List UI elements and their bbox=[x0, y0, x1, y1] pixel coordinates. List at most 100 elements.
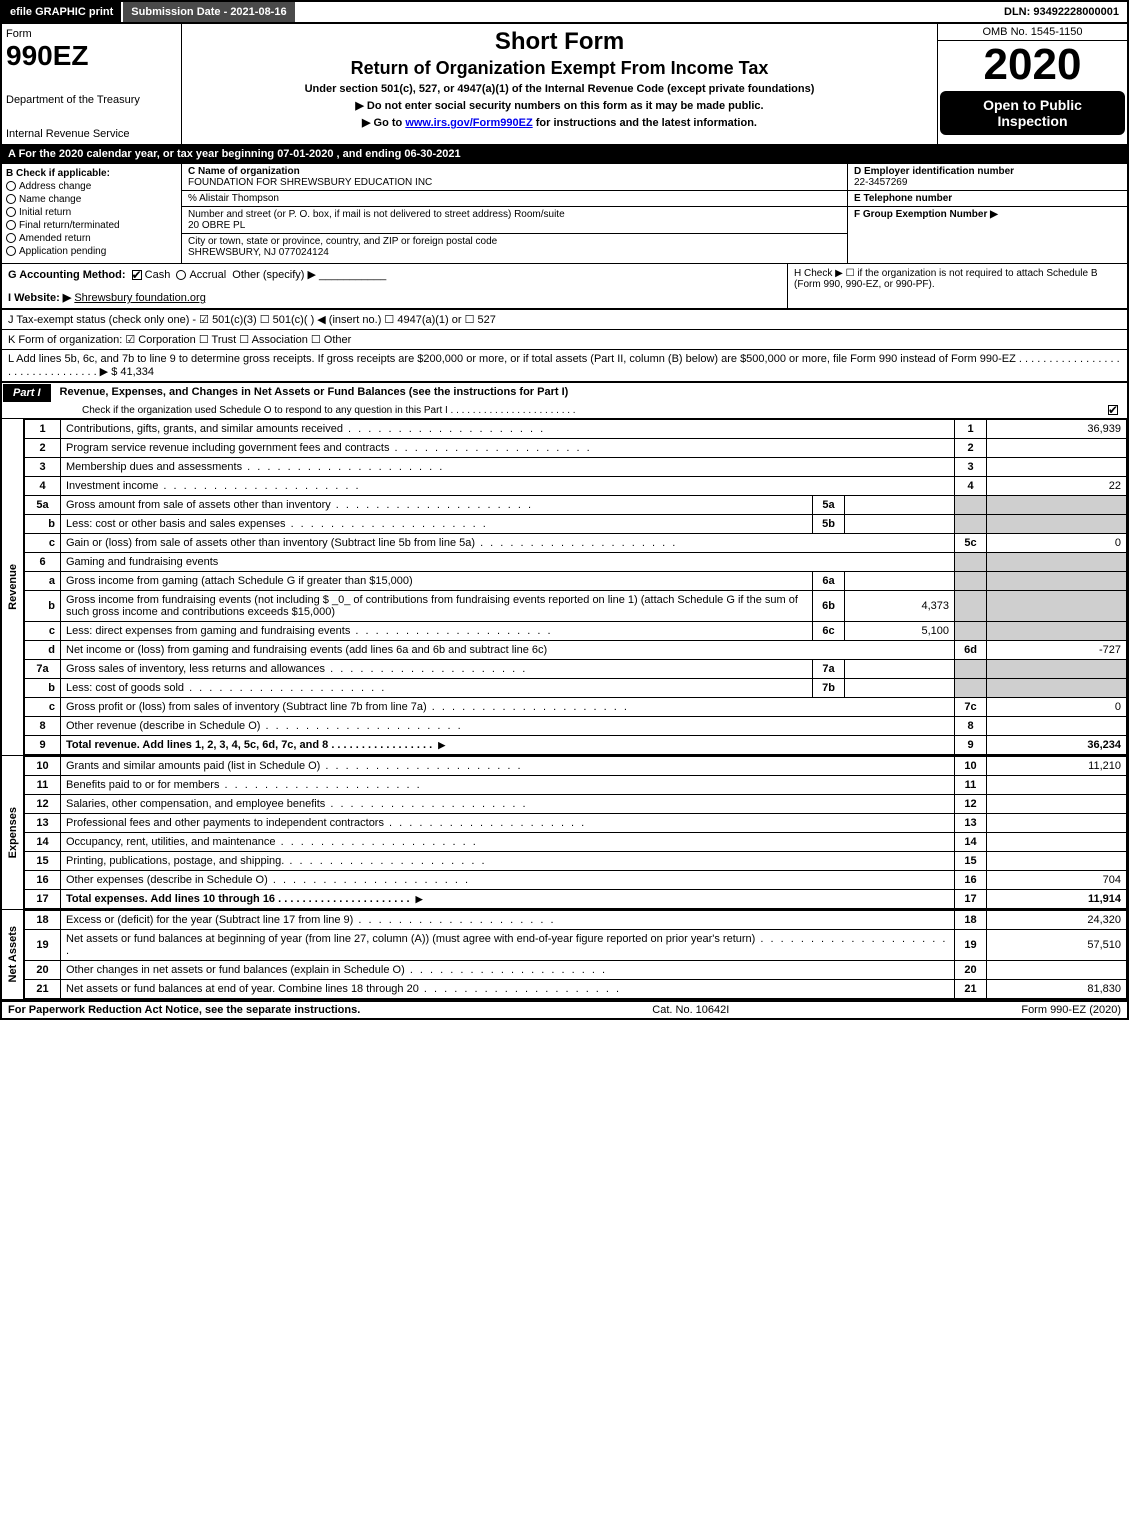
netassets-section: Net Assets 18Excess or (deficit) for the… bbox=[0, 909, 1129, 1001]
footer-left: For Paperwork Reduction Act Notice, see … bbox=[8, 1004, 360, 1016]
footer-form-ref: Form 990-EZ (2020) bbox=[1021, 1004, 1121, 1016]
phone-row: E Telephone number bbox=[848, 191, 1127, 207]
row-g-h: G Accounting Method: Cash Accrual Other … bbox=[0, 263, 1129, 310]
cb-address-change[interactable]: Address change bbox=[6, 181, 177, 192]
line-8: 8Other revenue (describe in Schedule O)8 bbox=[25, 717, 1127, 736]
part1-tag: Part I bbox=[2, 383, 52, 403]
form-header: Form 990EZ Department of the Treasury In… bbox=[0, 24, 1129, 146]
cb-name-change[interactable]: Name change bbox=[6, 194, 177, 205]
line-7a: 7aGross sales of inventory, less returns… bbox=[25, 660, 1127, 679]
part1-sub-text: Check if the organization used Schedule … bbox=[82, 405, 576, 416]
street-value: 20 OBRE PL bbox=[188, 220, 245, 231]
cb-accrual[interactable] bbox=[176, 270, 186, 280]
entity-info-block: B Check if applicable: Address change Na… bbox=[0, 164, 1129, 263]
part1-checkbox[interactable] bbox=[1108, 405, 1118, 415]
accounting-method-label: G Accounting Method: bbox=[8, 269, 126, 281]
cb-application-pending[interactable]: Application pending bbox=[6, 246, 177, 257]
cb-amended-return[interactable]: Amended return bbox=[6, 233, 177, 244]
line-6c: cLess: direct expenses from gaming and f… bbox=[25, 622, 1127, 641]
tax-year: 2020 bbox=[938, 41, 1127, 89]
line-1: 1Contributions, gifts, grants, and simil… bbox=[25, 420, 1127, 439]
goto-pre: ▶ Go to bbox=[362, 117, 405, 129]
line-14: 14Occupancy, rent, utilities, and mainte… bbox=[25, 833, 1127, 852]
form-right-block: OMB No. 1545-1150 2020 Open to Public In… bbox=[937, 24, 1127, 144]
row-l-text: L Add lines 5b, 6c, and 7b to line 9 to … bbox=[8, 353, 1120, 378]
line-7c: cGross profit or (loss) from sales of in… bbox=[25, 698, 1127, 717]
goto-post: for instructions and the latest informat… bbox=[536, 117, 757, 129]
line-21: 21Net assets or fund balances at end of … bbox=[25, 980, 1127, 999]
revenue-section: Revenue 1Contributions, gifts, grants, a… bbox=[0, 419, 1129, 755]
subtitle-goto: ▶ Go to www.irs.gov/Form990EZ for instru… bbox=[190, 116, 929, 129]
dept-irs: Internal Revenue Service bbox=[6, 128, 177, 140]
line-19: 19Net assets or fund balances at beginni… bbox=[25, 930, 1127, 961]
col-b-header: B Check if applicable: bbox=[6, 168, 177, 179]
subtitle-ssn-warning: ▶ Do not enter social security numbers o… bbox=[190, 99, 929, 112]
line-3: 3Membership dues and assessments3 bbox=[25, 458, 1127, 477]
line-15: 15Printing, publications, postage, and s… bbox=[25, 852, 1127, 871]
dln-label: DLN: 93492228000001 bbox=[996, 2, 1127, 22]
page-footer: For Paperwork Reduction Act Notice, see … bbox=[0, 1001, 1129, 1020]
topbar-spacer bbox=[297, 2, 996, 22]
col-c-name-address: C Name of organization FOUNDATION FOR SH… bbox=[182, 164, 847, 263]
subtitle-code: Under section 501(c), 527, or 4947(a)(1)… bbox=[190, 83, 929, 95]
row-a-tax-year: A For the 2020 calendar year, or tax yea… bbox=[0, 146, 1129, 164]
form-number: 990EZ bbox=[6, 40, 177, 72]
part1-title: Revenue, Expenses, and Changes in Net As… bbox=[52, 383, 1127, 403]
expenses-section: Expenses 10Grants and similar amounts pa… bbox=[0, 755, 1129, 909]
form-title-block: Short Form Return of Organization Exempt… bbox=[182, 24, 937, 144]
row-j-tax-exempt: J Tax-exempt status (check only one) - ☑… bbox=[0, 310, 1129, 330]
badge-line1: Open to Public bbox=[983, 97, 1082, 113]
row-k-form-of-org: K Form of organization: ☑ Corporation ☐ … bbox=[0, 330, 1129, 350]
group-exemption-label: F Group Exemption Number ▶ bbox=[854, 209, 998, 220]
netassets-side-label: Net Assets bbox=[2, 910, 24, 999]
expenses-table: 10Grants and similar amounts paid (list … bbox=[24, 756, 1127, 909]
irs-link[interactable]: www.irs.gov/Form990EZ bbox=[405, 117, 532, 129]
netassets-table: 18Excess or (deficit) for the year (Subt… bbox=[24, 910, 1127, 999]
website-value[interactable]: Shrewsbury foundation.org bbox=[74, 292, 205, 304]
expenses-side-label: Expenses bbox=[2, 756, 24, 909]
col-def: D Employer identification number 22-3457… bbox=[847, 164, 1127, 263]
form-word: Form bbox=[6, 28, 177, 40]
cash-label: Cash bbox=[145, 269, 171, 281]
line-6b: bGross income from fundraising events (n… bbox=[25, 591, 1127, 622]
line-11: 11Benefits paid to or for members11 bbox=[25, 776, 1127, 795]
title-short-form: Short Form bbox=[190, 28, 929, 56]
ein-row: D Employer identification number 22-3457… bbox=[848, 164, 1127, 191]
website-label: I Website: ▶ bbox=[8, 292, 71, 304]
submission-date-button[interactable]: Submission Date - 2021-08-16 bbox=[123, 2, 296, 22]
part1-header: Part I Revenue, Expenses, and Changes in… bbox=[0, 383, 1129, 403]
phone-label: E Telephone number bbox=[854, 193, 952, 204]
group-exemption-row: F Group Exemption Number ▶ bbox=[848, 207, 1127, 222]
city-value: SHREWSBURY, NJ 077024124 bbox=[188, 247, 329, 258]
line-18: 18Excess or (deficit) for the year (Subt… bbox=[25, 911, 1127, 930]
dept-treasury: Department of the Treasury bbox=[6, 94, 177, 106]
open-public-badge: Open to Public Inspection bbox=[940, 91, 1125, 135]
ein-value: 22-3457269 bbox=[854, 177, 907, 188]
line-2: 2Program service revenue including gover… bbox=[25, 439, 1127, 458]
cb-initial-return[interactable]: Initial return bbox=[6, 207, 177, 218]
badge-line2: Inspection bbox=[997, 113, 1067, 129]
col-b-checkboxes: B Check if applicable: Address change Na… bbox=[2, 164, 182, 263]
form-id-block: Form 990EZ Department of the Treasury In… bbox=[2, 24, 182, 144]
street-label: Number and street (or P. O. box, if mail… bbox=[188, 209, 565, 220]
other-label: Other (specify) ▶ bbox=[232, 269, 316, 281]
careof-row: % Alistair Thompson bbox=[182, 191, 847, 207]
ein-label: D Employer identification number bbox=[854, 166, 1014, 177]
efile-print-button[interactable]: efile GRAPHIC print bbox=[2, 2, 123, 22]
cb-final-return[interactable]: Final return/terminated bbox=[6, 220, 177, 231]
top-bar: efile GRAPHIC print Submission Date - 20… bbox=[0, 0, 1129, 24]
revenue-side-label: Revenue bbox=[2, 419, 24, 755]
line-9: 9Total revenue. Add lines 1, 2, 3, 4, 5c… bbox=[25, 736, 1127, 755]
part1-subtitle: Check if the organization used Schedule … bbox=[0, 403, 1129, 419]
line-16: 16Other expenses (describe in Schedule O… bbox=[25, 871, 1127, 890]
cb-cash[interactable] bbox=[132, 270, 142, 280]
org-name-row: C Name of organization FOUNDATION FOR SH… bbox=[182, 164, 847, 191]
line-5a: 5aGross amount from sale of assets other… bbox=[25, 496, 1127, 515]
omb-number: OMB No. 1545-1150 bbox=[938, 24, 1127, 41]
line-4: 4Investment income422 bbox=[25, 477, 1127, 496]
accrual-label: Accrual bbox=[189, 269, 226, 281]
line-6: 6Gaming and fundraising events bbox=[25, 553, 1127, 572]
city-label: City or town, state or province, country… bbox=[188, 236, 497, 247]
line-6a: aGross income from gaming (attach Schedu… bbox=[25, 572, 1127, 591]
footer-catno: Cat. No. 10642I bbox=[360, 1004, 1021, 1016]
